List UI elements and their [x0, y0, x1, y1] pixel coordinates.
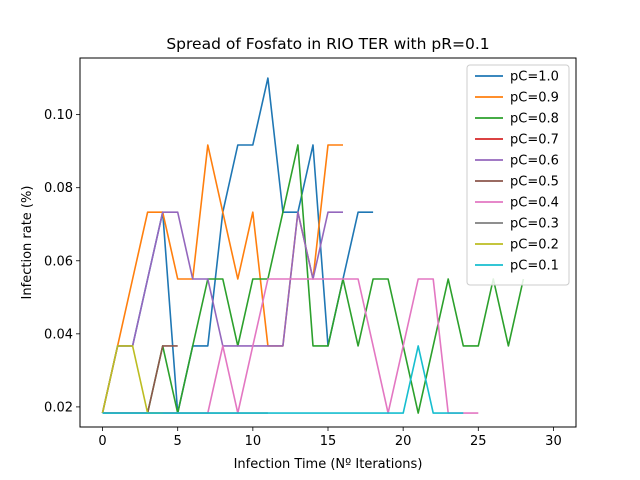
- legend-label: pC=0.9: [510, 91, 559, 106]
- legend-label: pC=0.2: [510, 238, 559, 253]
- y-tick-label: 0.10: [44, 108, 73, 123]
- legend-label: pC=0.7: [510, 133, 559, 148]
- y-tick-label: 0.08: [44, 181, 73, 196]
- x-tick-label: 10: [245, 434, 262, 449]
- chart-title: Spread of Fosfato in RIO TER with pR=0.1: [166, 35, 489, 53]
- legend-label: pC=0.8: [510, 112, 559, 127]
- legend-label: pC=0.6: [510, 154, 559, 169]
- x-axis: 0 5 10 15 20 25 30: [98, 427, 562, 449]
- x-tick-label: 30: [545, 434, 562, 449]
- y-axis: 0.02 0.04 0.06 0.08 0.10: [44, 108, 80, 415]
- x-tick-label: 25: [470, 434, 487, 449]
- series-line-pC=0.1: [102, 345, 464, 414]
- legend: pC=1.0 pC=0.9 pC=0.8 pC=0.7 pC=0.6 pC=0.5 pC=0…: [466, 64, 570, 286]
- legend-box: [466, 64, 570, 286]
- y-tick-label: 0.06: [44, 254, 73, 269]
- series-line-pC=1.0: [101, 77, 374, 414]
- plot-area: [101, 77, 525, 414]
- legend-label: pC=0.3: [510, 217, 559, 232]
- y-tick-label: 0.04: [44, 327, 73, 342]
- legend-label: pC=0.1: [510, 259, 559, 274]
- y-axis-label: Infection rate (%): [20, 186, 35, 300]
- x-axis-label: Infection Time (Nº Iterations): [234, 457, 423, 472]
- x-tick-label: 20: [395, 434, 412, 449]
- legend-label: pC=0.4: [510, 196, 559, 211]
- y-tick-label: 0.02: [44, 400, 73, 415]
- legend-label: pC=0.5: [510, 175, 559, 190]
- x-tick-label: 5: [174, 434, 182, 449]
- x-tick-label: 0: [98, 434, 106, 449]
- legend-label: pC=1.0: [510, 70, 559, 85]
- x-tick-label: 15: [320, 434, 337, 449]
- series-line-pC=0.8: [102, 144, 525, 414]
- series-line-pC=0.2: [101, 345, 163, 414]
- series-line-pC=0.6: [101, 211, 343, 414]
